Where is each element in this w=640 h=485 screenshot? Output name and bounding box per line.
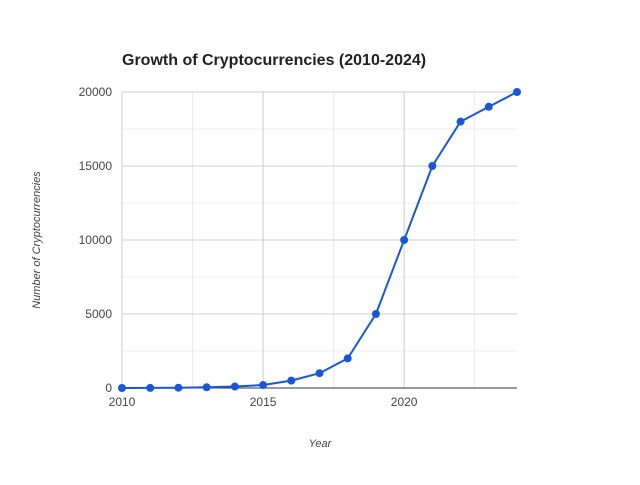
y-tick-label: 10000 [79, 233, 113, 247]
series-group [118, 88, 521, 392]
data-point [287, 376, 296, 385]
x-tick-label: 2020 [391, 395, 418, 409]
y-axis-label: Number of Cryptocurrencies [31, 171, 43, 309]
chart-title: Growth of Cryptocurrencies (2010-2024) [122, 52, 427, 69]
data-point [259, 381, 268, 390]
data-point [371, 310, 380, 318]
tick-labels: 0 5000 10000 15000 20000 2010 2015 2020 [79, 85, 418, 409]
data-point [146, 383, 155, 392]
data-point [315, 369, 324, 378]
data-point [428, 162, 437, 170]
data-point [230, 382, 239, 391]
data-point [400, 236, 409, 244]
major-gridlines [122, 91, 517, 388]
data-point [513, 88, 521, 96]
x-tick-label: 2010 [109, 395, 136, 409]
x-tick-label: 2015 [250, 395, 277, 409]
x-axis-label: Year [309, 438, 333, 450]
y-tick-label: 0 [105, 381, 112, 395]
y-tick-label: 15000 [79, 159, 113, 173]
data-point [456, 117, 465, 126]
data-point [174, 383, 183, 392]
y-tick-label: 5000 [85, 307, 112, 321]
y-tick-label: 20000 [79, 85, 113, 99]
data-point [343, 354, 352, 363]
data-point [484, 102, 493, 111]
data-point [118, 383, 126, 392]
data-point [202, 383, 211, 392]
